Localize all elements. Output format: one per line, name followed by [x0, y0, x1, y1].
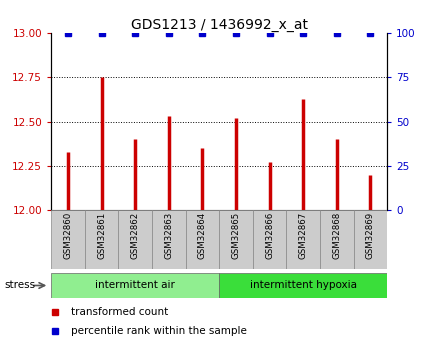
Bar: [320, 210, 354, 269]
Title: GDS1213 / 1436992_x_at: GDS1213 / 1436992_x_at: [131, 18, 307, 32]
Bar: [186, 210, 219, 269]
Bar: [219, 210, 253, 269]
Text: GSM32867: GSM32867: [299, 212, 307, 259]
Bar: [85, 210, 118, 269]
Text: percentile rank within the sample: percentile rank within the sample: [71, 326, 247, 335]
Bar: [219, 273, 387, 298]
Text: intermittent hypoxia: intermittent hypoxia: [250, 280, 356, 290]
Text: transformed count: transformed count: [71, 307, 169, 317]
Text: GSM32860: GSM32860: [64, 212, 73, 259]
Text: GSM32864: GSM32864: [198, 212, 207, 259]
Text: GSM32866: GSM32866: [265, 212, 274, 259]
Text: GSM32865: GSM32865: [231, 212, 240, 259]
Text: GSM32863: GSM32863: [164, 212, 173, 259]
Bar: [353, 210, 387, 269]
Text: GSM32862: GSM32862: [131, 212, 140, 259]
Text: stress: stress: [4, 280, 36, 290]
Bar: [118, 210, 152, 269]
Bar: [253, 210, 287, 269]
Bar: [51, 210, 85, 269]
Text: intermittent air: intermittent air: [95, 280, 175, 290]
Bar: [152, 210, 186, 269]
Text: GSM32868: GSM32868: [332, 212, 341, 259]
Bar: [51, 273, 219, 298]
Bar: [287, 210, 320, 269]
Text: GSM32861: GSM32861: [97, 212, 106, 259]
Text: GSM32869: GSM32869: [366, 212, 375, 259]
